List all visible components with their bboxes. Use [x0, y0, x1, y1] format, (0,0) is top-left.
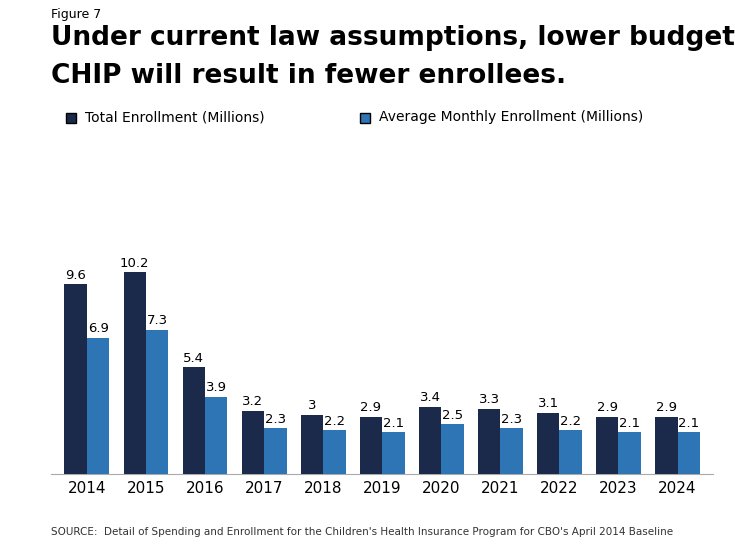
Bar [655, 417, 678, 474]
Bar [618, 433, 641, 474]
Text: 3: 3 [308, 399, 316, 412]
Text: FOUNDATION: FOUNDATION [652, 536, 693, 542]
Text: 10.2: 10.2 [120, 257, 149, 270]
Bar [301, 414, 323, 474]
Text: 2.3: 2.3 [501, 413, 522, 426]
Text: Average Monthly Enrollment (Millions): Average Monthly Enrollment (Millions) [379, 110, 643, 125]
Text: 5.4: 5.4 [183, 352, 204, 365]
Bar [87, 338, 110, 474]
Text: SOURCE:  Detail of Spending and Enrollment for the Children's Health Insurance P: SOURCE: Detail of Spending and Enrollmen… [51, 527, 673, 537]
Bar [678, 433, 700, 474]
Bar [359, 417, 382, 474]
Text: Figure 7: Figure 7 [51, 8, 101, 21]
Text: 3.1: 3.1 [537, 397, 559, 410]
Text: 9.6: 9.6 [65, 269, 86, 282]
Text: 2.1: 2.1 [619, 417, 640, 430]
Bar [537, 413, 559, 474]
Bar [264, 429, 287, 474]
Text: 3.3: 3.3 [478, 393, 500, 406]
Text: 6.9: 6.9 [87, 322, 109, 335]
Bar [501, 429, 523, 474]
Bar [419, 407, 441, 474]
Bar [65, 284, 87, 474]
Bar [382, 433, 405, 474]
Text: 2.2: 2.2 [324, 415, 345, 428]
Text: 2.9: 2.9 [360, 401, 381, 414]
Text: 2.1: 2.1 [383, 417, 404, 430]
Bar [478, 409, 501, 474]
Text: 2.1: 2.1 [678, 417, 699, 430]
Bar [182, 368, 205, 474]
Text: 2.9: 2.9 [656, 401, 677, 414]
Text: 2.3: 2.3 [265, 413, 286, 426]
Text: 2.5: 2.5 [442, 409, 463, 422]
Bar [205, 397, 227, 474]
Text: FAMILY: FAMILY [648, 521, 697, 534]
Bar [146, 329, 168, 474]
Bar [123, 273, 146, 474]
Bar [559, 430, 582, 474]
Text: Total Enrollment (Millions): Total Enrollment (Millions) [85, 110, 264, 125]
Text: 3.9: 3.9 [206, 381, 226, 395]
Text: 2.9: 2.9 [597, 401, 617, 414]
Bar [242, 410, 264, 474]
Bar [441, 424, 464, 474]
Text: CHIP will result in fewer enrollees.: CHIP will result in fewer enrollees. [51, 63, 567, 89]
Text: 3.2: 3.2 [243, 395, 263, 408]
Text: KAISER: KAISER [647, 510, 698, 523]
Text: 3.4: 3.4 [420, 391, 440, 404]
Text: THE HENRY J.: THE HENRY J. [652, 503, 693, 509]
Text: Under current law assumptions, lower budget authority for: Under current law assumptions, lower bud… [51, 25, 735, 51]
Bar [596, 417, 618, 474]
Text: 7.3: 7.3 [146, 315, 168, 327]
Bar [323, 430, 345, 474]
Text: 2.2: 2.2 [560, 415, 581, 428]
